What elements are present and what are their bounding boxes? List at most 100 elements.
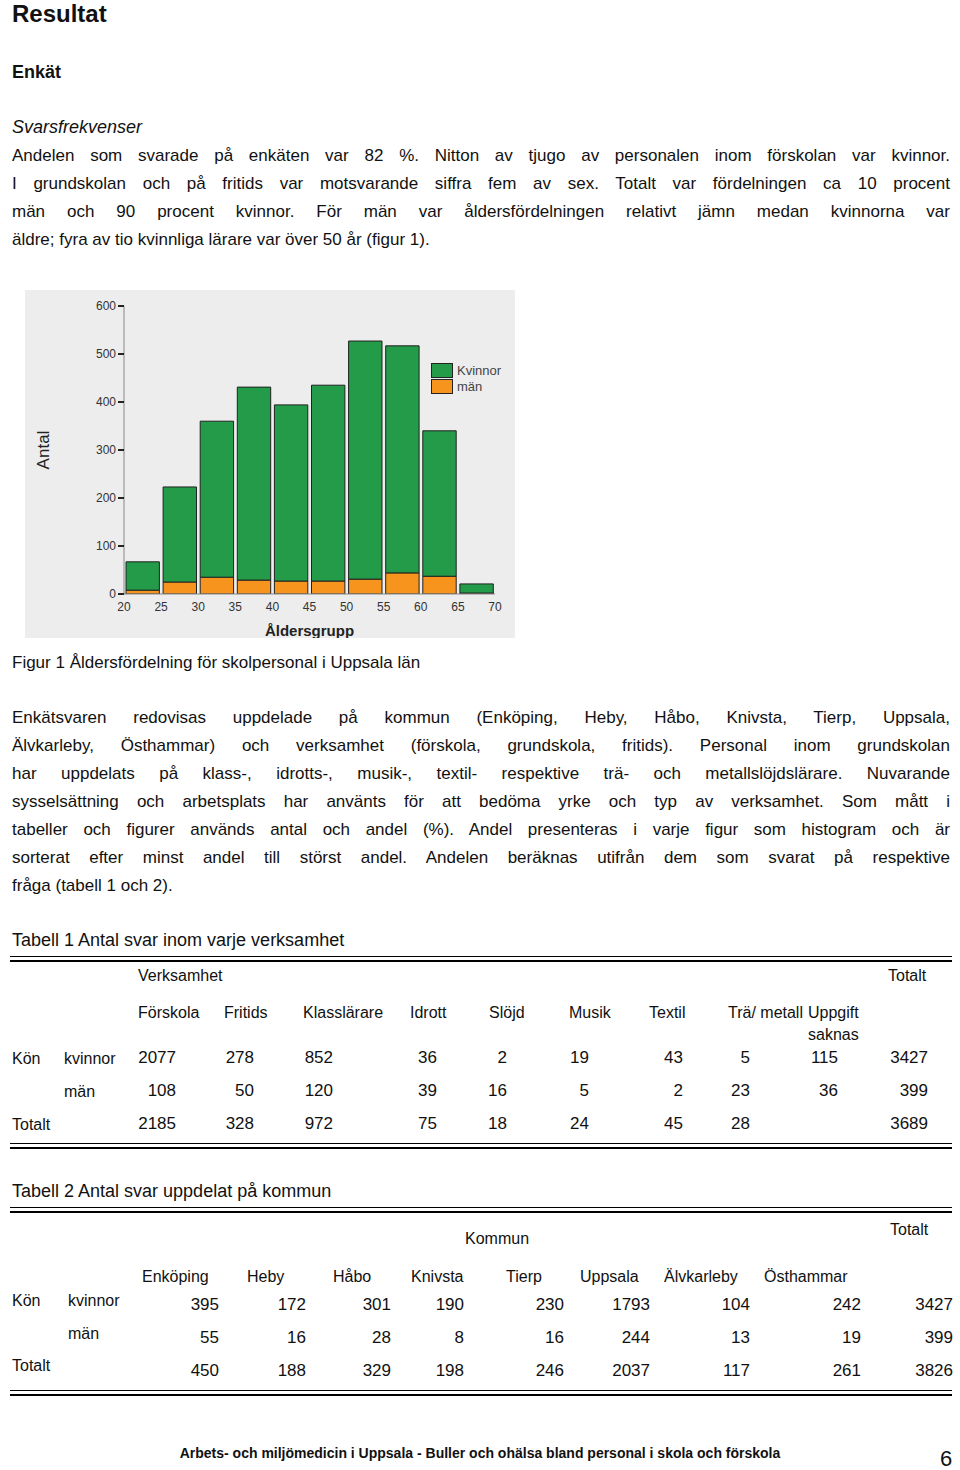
html-text:2037: 2037 bbox=[612, 1361, 650, 1380]
html-text:sysselsättning och arbetsplats: sysselsättning och arbetsplats har använ… bbox=[12, 792, 950, 811]
html-text:Svarsfrekvenser: Svarsfrekvenser bbox=[12, 117, 142, 138]
svg-text:55: 55 bbox=[377, 600, 391, 614]
html-text:Älvkarleby, Östhammar) och ver: Älvkarleby, Östhammar) och verksamhet (f… bbox=[12, 736, 950, 755]
html-text:Kön: Kön bbox=[12, 1049, 41, 1067]
html-text:19: 19 bbox=[570, 1048, 589, 1067]
html-text:75: 75 bbox=[418, 1114, 437, 1133]
html-text:28: 28 bbox=[372, 1328, 391, 1347]
html-text:Tabell 1 Antal svar inom varje: Tabell 1 Antal svar inom varje verksamhe… bbox=[12, 930, 345, 951]
html-text:2077: 2077 bbox=[138, 1048, 176, 1067]
html-text:36: 36 bbox=[418, 1048, 437, 1067]
svg-text:Antal: Antal bbox=[34, 431, 53, 470]
html-text:23: 23 bbox=[731, 1081, 750, 1100]
html-text:104: 104 bbox=[721, 1295, 750, 1314]
html-text:120: 120 bbox=[304, 1081, 333, 1100]
html-text:278: 278 bbox=[225, 1048, 254, 1067]
html-text:261: 261 bbox=[832, 1361, 861, 1380]
svg-text:45: 45 bbox=[303, 600, 317, 614]
svg-text:40: 40 bbox=[266, 600, 280, 614]
svg-text:50: 50 bbox=[340, 600, 354, 614]
html-text:399: 399 bbox=[899, 1081, 928, 1100]
html-text:sorterat efter minst andel til: sorterat efter minst andel till störst a… bbox=[12, 848, 950, 867]
html-text:24: 24 bbox=[570, 1114, 589, 1133]
svg-text:100: 100 bbox=[96, 539, 116, 553]
html-text:I grundskolan och på fritids v: I grundskolan och på fritids var motsvar… bbox=[12, 174, 950, 193]
html-text:har uppdelats på klass-, idrot: har uppdelats på klass-, idrotts-, musik… bbox=[12, 764, 950, 783]
html-text:tabeller och figurer används a: tabeller och figurer används antal och a… bbox=[12, 820, 950, 839]
html-text:36: 36 bbox=[819, 1081, 838, 1100]
html-text:246: 246 bbox=[535, 1361, 564, 1380]
svg-text:35: 35 bbox=[229, 600, 243, 614]
html-text:117: 117 bbox=[722, 1361, 750, 1380]
html-text:1793: 1793 bbox=[612, 1295, 650, 1314]
html-text:16: 16 bbox=[488, 1081, 507, 1100]
html-text:Heby: Heby bbox=[247, 1267, 285, 1285]
html-text:Figur 1 Åldersfördelning för s: Figur 1 Åldersfördelning för skolpersona… bbox=[12, 652, 421, 672]
html-text:399: 399 bbox=[924, 1328, 953, 1347]
html-text:45: 45 bbox=[664, 1114, 683, 1133]
svg-text:0: 0 bbox=[109, 587, 116, 601]
html-text:55: 55 bbox=[200, 1328, 219, 1347]
html-text:Trä/ metall Uppgift saknas: Trä/ metall Uppgift saknas bbox=[728, 1004, 859, 1043]
html-text:3689: 3689 bbox=[890, 1114, 928, 1133]
html-text:män och 90 procent kvinnor. Fö: män och 90 procent kvinnor. För män var … bbox=[12, 202, 950, 221]
html-text:Kommun: Kommun bbox=[465, 1229, 529, 1247]
html-text:172: 172 bbox=[277, 1295, 306, 1314]
html-text:450: 450 bbox=[190, 1361, 219, 1380]
html-text:Tabell 2 Antal svar uppdelat p: Tabell 2 Antal svar uppdelat på kommun bbox=[12, 1181, 332, 1202]
svg-text:30: 30 bbox=[192, 600, 206, 614]
html-text:16: 16 bbox=[287, 1328, 306, 1347]
html-text:män: män bbox=[64, 1082, 96, 1100]
svg-text:600: 600 bbox=[96, 299, 116, 313]
html-text:Verksamhet: Verksamhet bbox=[138, 966, 223, 984]
html-text:198: 198 bbox=[435, 1361, 464, 1380]
html-text:242: 242 bbox=[832, 1295, 861, 1314]
html-text:Enkätsvaren redovisas uppdelad: Enkätsvaren redovisas uppdelade på kommu… bbox=[12, 708, 950, 727]
svg-text:65: 65 bbox=[451, 600, 465, 614]
html-text:Andelen som svarade på enkäten: Andelen som svarade på enkäten var 82 %.… bbox=[12, 146, 950, 165]
html-text:3427: 3427 bbox=[915, 1295, 953, 1314]
svg-text:20: 20 bbox=[117, 600, 131, 614]
html-text:Totalt: Totalt bbox=[888, 966, 927, 984]
svg-text:300: 300 bbox=[96, 443, 116, 457]
html-text:301: 301 bbox=[362, 1295, 391, 1314]
html-text:kvinnor: kvinnor bbox=[64, 1049, 116, 1067]
html-text:Totalt: Totalt bbox=[890, 1220, 929, 1238]
html-text:Resultat: Resultat bbox=[12, 0, 107, 28]
html-text:244: 244 bbox=[621, 1328, 650, 1347]
html-text:18: 18 bbox=[488, 1114, 507, 1133]
html-text:28: 28 bbox=[731, 1114, 750, 1133]
html-text:852: 852 bbox=[304, 1048, 333, 1067]
html-text:Enköping: Enköping bbox=[142, 1267, 209, 1285]
svg-text:500: 500 bbox=[96, 347, 116, 361]
svg-text:400: 400 bbox=[96, 395, 116, 409]
html-text:972: 972 bbox=[304, 1114, 333, 1133]
html-text:3826: 3826 bbox=[915, 1361, 953, 1380]
html-text:188: 188 bbox=[277, 1361, 306, 1380]
html-text:fråga (tabell 1 och 2).: fråga (tabell 1 och 2). bbox=[12, 876, 173, 895]
svg-text:70: 70 bbox=[488, 600, 502, 614]
html-text:3427: 3427 bbox=[890, 1048, 928, 1067]
html-text:16: 16 bbox=[545, 1328, 564, 1347]
html-text:39: 39 bbox=[418, 1081, 437, 1100]
html-text:395: 395 bbox=[190, 1295, 219, 1314]
html-text:Enkät: Enkät bbox=[12, 62, 61, 83]
html-text:115: 115 bbox=[810, 1048, 838, 1067]
html-text:Totalt: Totalt bbox=[12, 1115, 51, 1133]
html-text:50: 50 bbox=[235, 1081, 254, 1100]
html-text:13: 13 bbox=[731, 1328, 750, 1347]
svg-text:Åldersgrupp: Åldersgrupp bbox=[265, 622, 354, 638]
html-text:108: 108 bbox=[147, 1081, 176, 1100]
html-text:2185: 2185 bbox=[138, 1114, 176, 1133]
html-text:190: 190 bbox=[435, 1295, 464, 1314]
svg-text:200: 200 bbox=[96, 491, 116, 505]
html-text:43: 43 bbox=[664, 1048, 683, 1067]
html-text:Håbo: Håbo bbox=[333, 1267, 372, 1285]
html-text:äldre; fyra av tio kvinnliga l: äldre; fyra av tio kvinnliga lärare var … bbox=[12, 230, 430, 249]
svg-text:60: 60 bbox=[414, 600, 428, 614]
html-text:328: 328 bbox=[225, 1114, 254, 1133]
html-text:19: 19 bbox=[842, 1328, 861, 1347]
html-text:230: 230 bbox=[535, 1295, 564, 1314]
html-text:329: 329 bbox=[362, 1361, 391, 1380]
svg-text:25: 25 bbox=[154, 600, 168, 614]
